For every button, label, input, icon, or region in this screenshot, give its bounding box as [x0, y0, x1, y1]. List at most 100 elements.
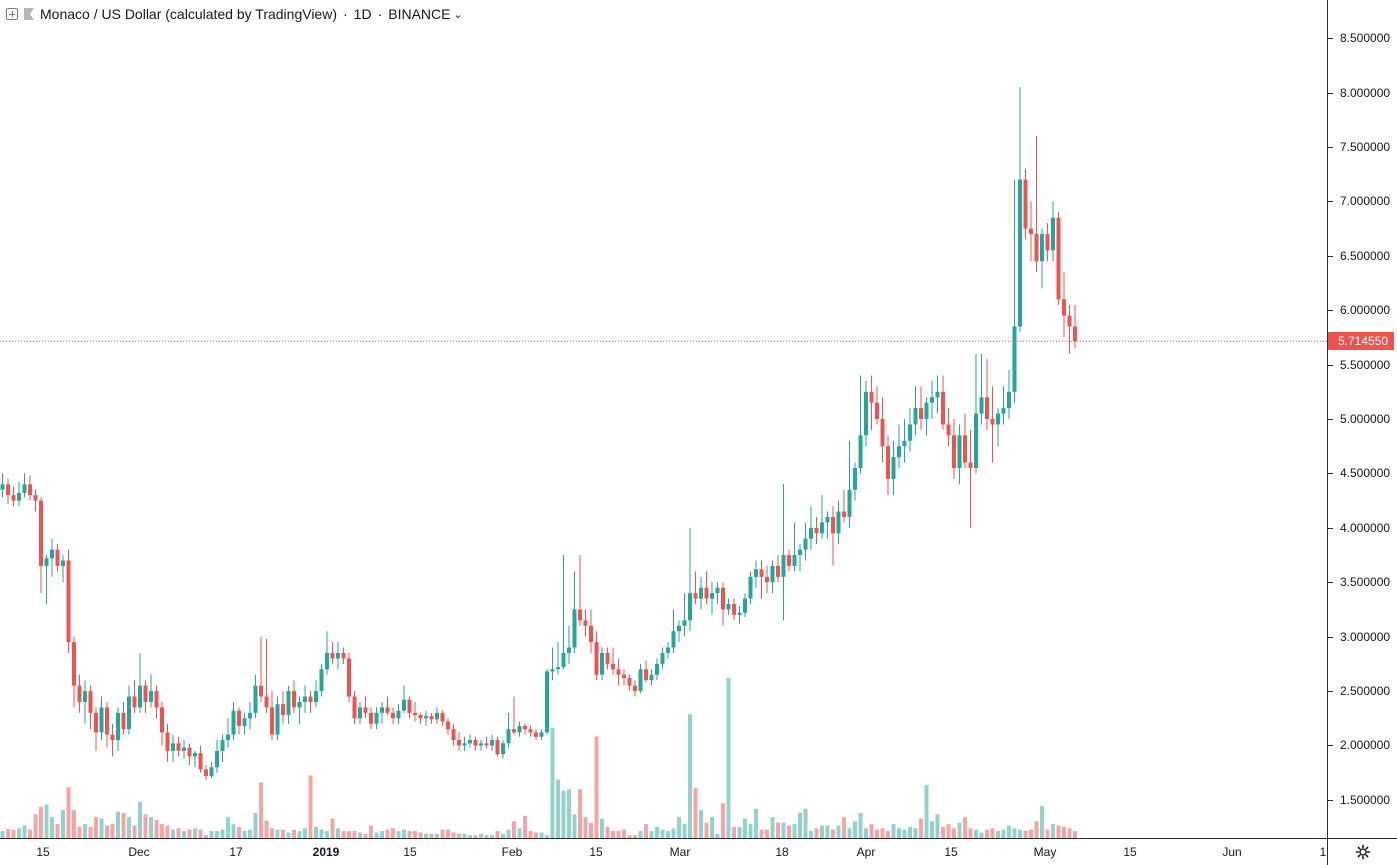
candle-body[interactable]	[754, 569, 758, 577]
candle-body[interactable]	[176, 743, 181, 751]
candle-body[interactable]	[319, 669, 324, 692]
candle-body[interactable]	[209, 767, 214, 776]
candle-body[interactable]	[979, 397, 984, 414]
candle-body[interactable]	[765, 576, 769, 583]
candle-body[interactable]	[347, 658, 351, 697]
candle-body[interactable]	[215, 750, 219, 768]
candle-body[interactable]	[803, 538, 808, 550]
candle-body[interactable]	[11, 495, 16, 501]
candle-body[interactable]	[66, 560, 71, 643]
candle-body[interactable]	[1034, 233, 1039, 262]
candle-body[interactable]	[6, 484, 10, 496]
candle-body[interactable]	[946, 424, 951, 436]
candle-body[interactable]	[143, 685, 148, 702]
candle-body[interactable]	[567, 647, 571, 653]
candle-body[interactable]	[248, 712, 252, 719]
candle-body[interactable]	[193, 753, 197, 757]
candle-body[interactable]	[358, 707, 362, 719]
candle-body[interactable]	[930, 397, 934, 403]
candle-body[interactable]	[968, 462, 973, 468]
candle-body[interactable]	[913, 408, 918, 425]
candle-body[interactable]	[627, 678, 632, 686]
candle-body[interactable]	[105, 707, 109, 735]
candle-body[interactable]	[495, 740, 500, 755]
candle-body[interactable]	[561, 652, 566, 668]
candle-body[interactable]	[116, 712, 120, 741]
candle-body[interactable]	[77, 685, 82, 702]
candle-body[interactable]	[842, 511, 846, 517]
candle-body[interactable]	[303, 696, 307, 702]
candle-body[interactable]	[39, 500, 43, 566]
candle-body[interactable]	[1007, 391, 1011, 409]
candle-body[interactable]	[94, 712, 98, 733]
candle-body[interactable]	[380, 707, 384, 713]
candle-body[interactable]	[1023, 179, 1028, 229]
candle-body[interactable]	[473, 740, 478, 746]
candle-body[interactable]	[1073, 326, 1077, 342]
candle-body[interactable]	[198, 753, 203, 770]
candle-body[interactable]	[847, 489, 852, 517]
candle-body[interactable]	[440, 712, 445, 722]
candle-body[interactable]	[644, 669, 648, 681]
gear-icon[interactable]	[1355, 844, 1371, 860]
candle-body[interactable]	[429, 716, 434, 720]
candle-body[interactable]	[308, 696, 313, 702]
candle-body[interactable]	[682, 620, 687, 626]
candle-body[interactable]	[418, 715, 423, 719]
candle-body[interactable]	[435, 712, 439, 720]
candle-body[interactable]	[33, 495, 38, 501]
candle-body[interactable]	[369, 712, 373, 724]
candle-body[interactable]	[776, 565, 780, 577]
candle-body[interactable]	[407, 699, 412, 713]
candle-body[interactable]	[611, 663, 615, 670]
candle-body[interactable]	[0, 484, 5, 490]
candle-body[interactable]	[572, 609, 577, 648]
candle-body[interactable]	[704, 587, 709, 599]
candle-body[interactable]	[61, 560, 65, 566]
candle-body[interactable]	[154, 691, 159, 708]
candlestick-chart[interactable]	[0, 0, 1327, 838]
candle-body[interactable]	[864, 391, 868, 436]
candle-body[interactable]	[1040, 233, 1044, 262]
candle-body[interactable]	[297, 701, 302, 708]
candle-body[interactable]	[160, 707, 164, 733]
candle-body[interactable]	[880, 419, 885, 447]
candle-body[interactable]	[83, 691, 87, 702]
candle-body[interactable]	[787, 555, 791, 566]
symbol-title[interactable]: Monaco / US Dollar (calculated by Tradin…	[40, 6, 337, 22]
candle-body[interactable]	[605, 652, 610, 664]
candle-body[interactable]	[1018, 179, 1022, 327]
candle-body[interactable]	[798, 549, 802, 556]
candle-body[interactable]	[424, 716, 428, 719]
candle-body[interactable]	[1001, 408, 1006, 414]
candle-body[interactable]	[583, 620, 588, 626]
plus-square-icon[interactable]	[6, 8, 18, 20]
candle-body[interactable]	[44, 558, 49, 566]
candle-body[interactable]	[974, 413, 978, 468]
candle-body[interactable]	[237, 710, 241, 726]
candle-body[interactable]	[1051, 217, 1055, 251]
candle-body[interactable]	[479, 743, 483, 746]
candle-body[interactable]	[132, 696, 137, 708]
candle-body[interactable]	[325, 652, 329, 670]
flag-icon[interactable]	[24, 8, 34, 20]
chevron-down-icon[interactable]: ⌄	[453, 8, 463, 21]
candle-body[interactable]	[924, 402, 929, 419]
candle-body[interactable]	[253, 685, 258, 713]
interval-label[interactable]: 1D	[353, 6, 372, 22]
candle-body[interactable]	[677, 625, 681, 632]
candle-body[interactable]	[622, 674, 626, 679]
candle-body[interactable]	[545, 671, 549, 733]
candle-body[interactable]	[413, 712, 417, 716]
candle-body[interactable]	[908, 424, 912, 441]
candle-body[interactable]	[330, 652, 335, 659]
candle-body[interactable]	[385, 707, 390, 713]
candle-body[interactable]	[616, 669, 621, 675]
candle-body[interactable]	[517, 725, 522, 733]
candle-body[interactable]	[781, 555, 786, 577]
candle-body[interactable]	[396, 710, 401, 719]
candle-body[interactable]	[171, 743, 175, 751]
candle-body[interactable]	[737, 612, 742, 615]
candle-body[interactable]	[688, 593, 692, 621]
candle-body[interactable]	[242, 718, 247, 726]
